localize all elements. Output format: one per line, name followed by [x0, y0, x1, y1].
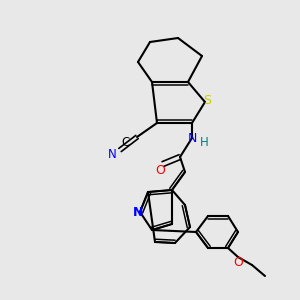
Text: N: N: [108, 148, 116, 160]
Text: S: S: [203, 94, 211, 107]
Text: H: H: [200, 136, 208, 148]
Text: N: N: [133, 206, 143, 220]
Text: N: N: [187, 133, 197, 146]
Text: O: O: [155, 164, 165, 176]
Text: O: O: [233, 256, 243, 268]
Text: C: C: [121, 136, 129, 149]
